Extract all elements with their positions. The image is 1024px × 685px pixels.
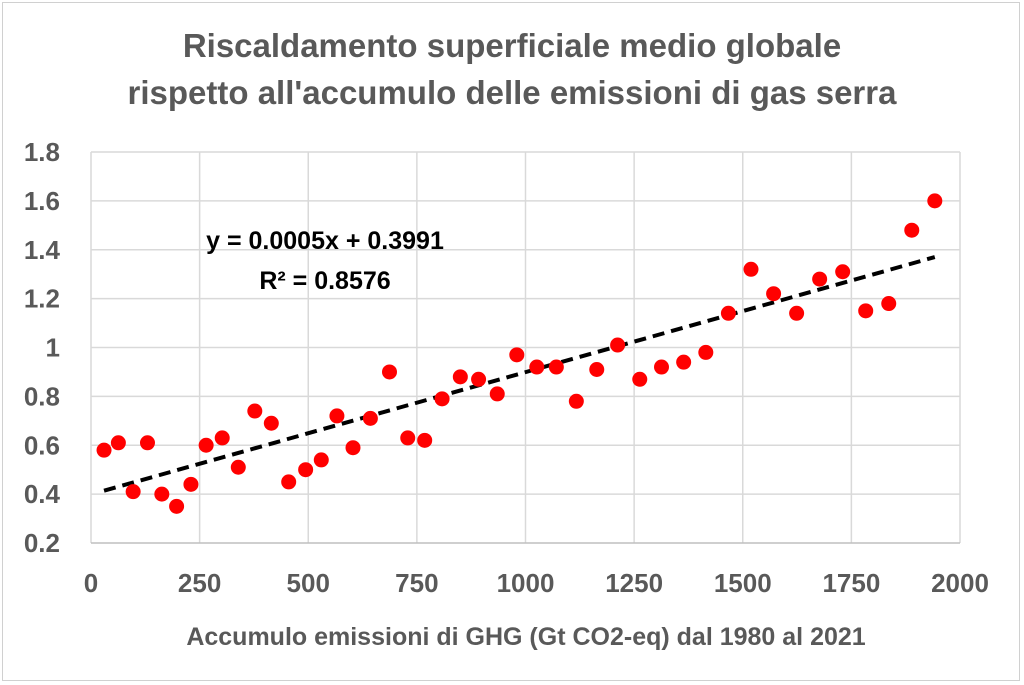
data-point bbox=[362, 410, 378, 426]
data-point bbox=[568, 393, 584, 409]
y-tick-label: 1.6 bbox=[24, 186, 60, 216]
x-tick-label: 1500 bbox=[714, 568, 772, 598]
data-point bbox=[653, 359, 669, 375]
data-point bbox=[139, 435, 155, 451]
data-point bbox=[382, 364, 398, 380]
data-point bbox=[263, 415, 279, 431]
data-point bbox=[927, 193, 943, 209]
y-tick-label: 0.2 bbox=[24, 528, 60, 558]
data-point bbox=[881, 296, 897, 312]
data-point bbox=[632, 371, 648, 387]
data-point bbox=[698, 344, 714, 360]
data-point bbox=[766, 286, 782, 302]
y-axis-tick-labels: 0.2 0.4 0.6 0.8 1 1.2 1.4 1.6 1.8 bbox=[24, 137, 61, 558]
data-point bbox=[298, 462, 314, 478]
y-tick-label: 0.8 bbox=[24, 381, 60, 411]
data-point bbox=[589, 361, 605, 377]
data-point bbox=[812, 271, 828, 287]
y-tick-label: 1.4 bbox=[24, 235, 61, 265]
data-point bbox=[835, 264, 851, 280]
x-tick-label: 0 bbox=[84, 568, 98, 598]
data-point bbox=[183, 476, 199, 492]
x-tick-label: 750 bbox=[395, 568, 438, 598]
data-point bbox=[400, 430, 416, 446]
x-tick-label: 1250 bbox=[605, 568, 663, 598]
data-point bbox=[471, 371, 487, 387]
x-tick-label: 500 bbox=[287, 568, 330, 598]
data-point bbox=[214, 430, 230, 446]
y-tick-label: 1.8 bbox=[24, 137, 60, 167]
data-point bbox=[434, 391, 450, 407]
data-point bbox=[610, 337, 626, 353]
data-point bbox=[247, 403, 263, 419]
data-points bbox=[96, 193, 943, 514]
data-point bbox=[110, 435, 126, 451]
trendline-group bbox=[103, 255, 936, 493]
data-point bbox=[548, 359, 564, 375]
data-point bbox=[154, 486, 170, 502]
y-tick-label: 1 bbox=[46, 333, 60, 363]
x-tick-label: 250 bbox=[178, 568, 221, 598]
data-point bbox=[858, 303, 874, 319]
x-axis-tick-labels: 0 250 500 750 1000 1250 1500 1750 2000 bbox=[84, 568, 989, 598]
data-point bbox=[313, 452, 329, 468]
data-point bbox=[345, 440, 361, 456]
x-tick-label: 2000 bbox=[931, 568, 989, 598]
chart-title-line-1: Riscaldamento superficiale medio globale bbox=[183, 27, 841, 64]
data-point bbox=[489, 386, 505, 402]
data-point bbox=[198, 437, 214, 453]
x-tick-label: 1750 bbox=[822, 568, 880, 598]
linear-trendline bbox=[103, 255, 936, 493]
y-tick-label: 1.2 bbox=[24, 284, 60, 314]
data-point bbox=[169, 498, 185, 514]
data-point bbox=[676, 354, 692, 370]
data-point bbox=[720, 305, 736, 321]
chart-title-line-2: rispetto all'accumulo delle emissioni di… bbox=[128, 74, 898, 111]
data-point bbox=[452, 369, 468, 385]
x-axis-title: Accumulo emissioni di GHG (Gt CO2-eq) da… bbox=[186, 623, 865, 651]
y-tick-label: 0.4 bbox=[24, 479, 61, 509]
trendline-equation: y = 0.0005x + 0.3991 bbox=[206, 227, 444, 255]
r-squared-label: R² = 0.8576 bbox=[259, 267, 390, 295]
data-point bbox=[789, 305, 805, 321]
gridlines bbox=[90, 151, 961, 543]
data-point bbox=[529, 359, 545, 375]
data-point bbox=[125, 484, 141, 500]
x-tick-label: 1000 bbox=[497, 568, 555, 598]
data-point bbox=[96, 442, 112, 458]
data-point bbox=[417, 432, 433, 448]
data-point bbox=[230, 459, 246, 475]
data-point bbox=[743, 261, 759, 277]
data-point bbox=[281, 474, 297, 490]
data-point bbox=[329, 408, 345, 424]
data-point bbox=[904, 222, 920, 238]
y-tick-label: 0.6 bbox=[24, 430, 60, 460]
data-point bbox=[509, 347, 525, 363]
